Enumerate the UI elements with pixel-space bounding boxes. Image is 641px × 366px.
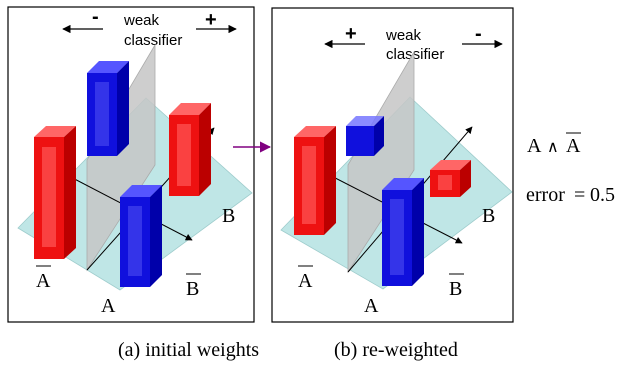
sign-left: + — [345, 23, 357, 45]
caption-b: (b) re-weighted — [334, 339, 458, 361]
blue-box-bottom — [382, 178, 424, 286]
sign-right: - — [475, 23, 482, 45]
label-not-a: A — [36, 270, 51, 292]
error-value: 0.5 — [590, 184, 615, 206]
caption-a: (a) initial weights — [118, 339, 259, 361]
side-annotation: A ∧ A error = 0.5 — [526, 132, 615, 206]
panel-reweighted: + - weak classifier — [271, 7, 514, 323]
blue-box-small — [346, 116, 384, 156]
label-b: B — [222, 205, 235, 227]
error-label: error — [526, 184, 565, 206]
red-box-small — [430, 160, 471, 197]
sign-right: + — [205, 9, 217, 31]
classifier-label-line2: classifier — [124, 32, 182, 49]
error-line: error = 0.5 — [526, 184, 615, 206]
label-not-b: B — [186, 278, 199, 300]
red-box-right — [169, 103, 211, 196]
red-box-left — [294, 126, 336, 235]
label-not-b: B — [449, 278, 462, 300]
expr-and: ∧ — [547, 139, 559, 156]
sign-left: - — [92, 6, 99, 28]
panel-initial-weights: - + weak classifier — [7, 6, 255, 323]
red-box-left — [34, 126, 76, 259]
label-a: A — [364, 295, 379, 317]
error-eq: = — [574, 184, 585, 206]
label-b: B — [482, 205, 495, 227]
classifier-label-line1: weak — [123, 12, 160, 29]
expr-not-a: A — [566, 135, 581, 157]
blue-box-top — [87, 61, 129, 156]
boolean-expression: A ∧ A — [527, 135, 581, 157]
label-a: A — [101, 295, 116, 317]
classifier-label-line2: classifier — [386, 46, 444, 63]
label-not-a: A — [298, 270, 313, 292]
blue-box-bottom — [120, 185, 162, 287]
expr-a: A — [527, 135, 542, 157]
classifier-label-line1: weak — [385, 27, 422, 44]
